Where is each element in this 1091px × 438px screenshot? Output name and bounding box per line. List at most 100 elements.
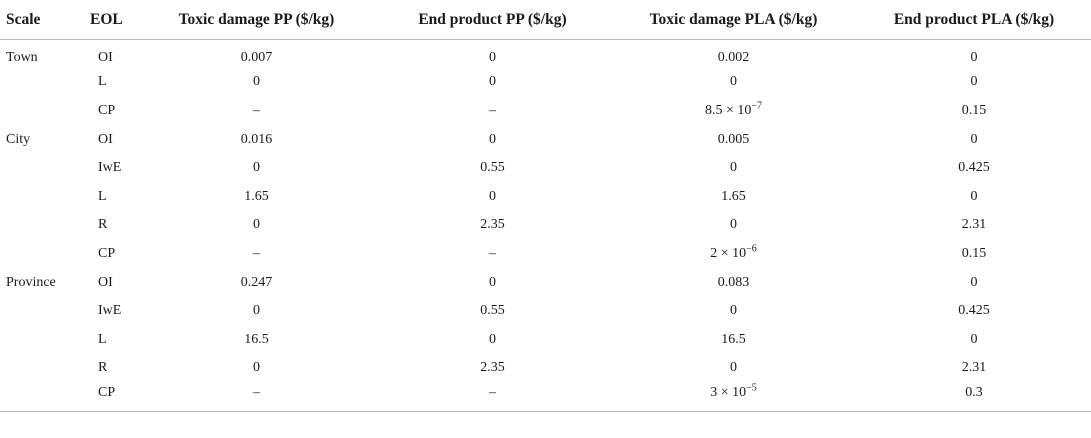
table-row: City OI 0.016 0 0.005 0	[0, 125, 1091, 154]
cell-end-product-pla: 0.425	[958, 160, 990, 176]
table-header: Scale EOL Toxic damage PP ($/kg) End pro…	[0, 0, 1091, 40]
cell-end-product-pp: 0	[489, 131, 496, 147]
table-row: CP – – 3 × 10−5 0.3	[0, 383, 1091, 412]
cell-toxic-damage-pla: 1.65	[721, 188, 746, 204]
header-scale: Scale	[0, 0, 88, 40]
cell-eol: OI	[98, 274, 113, 290]
table-row: R 0 2.35 0 2.31	[0, 354, 1091, 383]
cell-eol: L	[98, 331, 107, 347]
cell-end-product-pla: 0.15	[961, 245, 987, 261]
cell-end-product-pla: 0	[970, 131, 978, 147]
table-row: Town OI 0.007 0 0.002 0	[0, 40, 1091, 69]
sci-exponent: −6	[746, 243, 757, 255]
table-row: IwE 0 0.55 0 0.425	[0, 154, 1091, 183]
cell-end-product-pp: 2.35	[480, 217, 505, 233]
cell-end-product-pla: 0	[970, 74, 978, 90]
header-eol: EOL	[88, 0, 138, 40]
table-row: CP – – 2 × 10−6 0.15	[0, 240, 1091, 269]
cell-end-product-pla: 0	[970, 49, 978, 65]
cell-end-product-pla: 0	[970, 331, 978, 347]
cell-toxic-damage-pp: 0	[253, 360, 260, 376]
cell-end-product-pla: 0.425	[958, 303, 990, 319]
cell-toxic-damage-pla: 2 × 10−6	[610, 240, 857, 269]
cell-scale	[0, 68, 88, 97]
cell-end-product-pp: 0	[489, 74, 496, 90]
cell-scale	[0, 182, 88, 211]
cell-scale	[0, 354, 88, 383]
header-row: Scale EOL Toxic damage PP ($/kg) End pro…	[0, 0, 1091, 40]
cell-eol: R	[98, 217, 108, 233]
cell-toxic-damage-pp: –	[253, 102, 260, 118]
cell-scale	[0, 325, 88, 354]
cell-end-product-pla: 0	[970, 188, 978, 204]
cell-toxic-damage-pp: 0	[253, 303, 260, 319]
cell-toxic-damage-pp: 0	[253, 160, 260, 176]
cell-toxic-damage-pla: 0	[730, 160, 737, 176]
cell-toxic-damage-pp: 0.016	[240, 131, 273, 147]
table-row: L 0 0 0 0	[0, 68, 1091, 97]
cell-toxic-damage-pp: 0.007	[240, 49, 273, 65]
cell-scale	[0, 383, 88, 412]
cell-toxic-damage-pla: 0.005	[717, 131, 750, 147]
cell-end-product-pla: 0	[970, 274, 978, 290]
table-row: L 1.65 0 1.65 0	[0, 182, 1091, 211]
sci-base: 2 × 10	[710, 245, 747, 261]
header-end-product-pla: End product PLA ($/kg)	[857, 0, 1091, 40]
cell-eol: IwE	[98, 160, 122, 176]
cell-end-product-pp: –	[489, 102, 496, 118]
cell-toxic-damage-pla: 3 × 10−5	[610, 383, 857, 412]
cell-end-product-pp: 0	[489, 331, 496, 347]
sci-exponent: −7	[751, 100, 763, 112]
cell-end-product-pla: 0.3	[965, 384, 983, 400]
cell-toxic-damage-pp: –	[253, 384, 260, 400]
cell-scale: Province	[6, 274, 56, 290]
cell-scale	[0, 240, 88, 269]
cell-eol: CP	[98, 102, 116, 118]
cell-eol: L	[98, 74, 107, 90]
header-toxic-damage-pla: Toxic damage PLA ($/kg)	[610, 0, 857, 40]
cell-toxic-damage-pla: 0	[730, 74, 737, 90]
cell-eol: CP	[98, 245, 116, 261]
sci-base: 3 × 10	[710, 384, 747, 400]
cell-eol: R	[98, 360, 108, 376]
table-row: IwE 0 0.55 0 0.425	[0, 297, 1091, 326]
table-body: Town OI 0.007 0 0.002 0 L 0 0 0 0 CP – – 8.5 × 10−7 0.1…	[0, 40, 1091, 412]
cell-toxic-damage-pla: 8.5 × 10−7	[610, 97, 857, 126]
cell-toxic-damage-pla: 0	[730, 217, 737, 233]
cell-toxic-damage-pla: 16.5	[721, 331, 746, 347]
cell-end-product-pp: –	[489, 384, 496, 400]
table-row: R 0 2.35 0 2.31	[0, 211, 1091, 240]
cell-end-product-pp: 0.55	[480, 160, 505, 176]
cell-scale	[0, 297, 88, 326]
cell-scale	[0, 154, 88, 183]
cell-eol: OI	[98, 131, 113, 147]
table-row: Province OI 0.247 0 0.083 0	[0, 268, 1091, 297]
cell-eol: IwE	[98, 303, 122, 319]
cell-toxic-damage-pp: 16.5	[244, 331, 269, 347]
data-table: Scale EOL Toxic damage PP ($/kg) End pro…	[0, 0, 1091, 412]
cell-scale	[0, 211, 88, 240]
sci-exponent: −5	[746, 382, 757, 394]
cell-end-product-pp: 0	[489, 188, 496, 204]
cell-toxic-damage-pla: 0.083	[717, 274, 750, 290]
header-end-product-pp: End product PP ($/kg)	[375, 0, 610, 40]
cell-scale: Town	[6, 49, 38, 65]
cell-toxic-damage-pla: 0.002	[717, 49, 750, 65]
cell-eol: OI	[98, 49, 113, 65]
cell-toxic-damage-pla: 0	[730, 360, 737, 376]
cell-toxic-damage-pp: –	[253, 245, 260, 261]
cell-end-product-pla: 2.31	[961, 360, 987, 376]
table-row: L 16.5 0 16.5 0	[0, 325, 1091, 354]
cell-scale	[0, 97, 88, 126]
header-toxic-damage-pp: Toxic damage PP ($/kg)	[138, 0, 375, 40]
cell-toxic-damage-pp: 0.247	[240, 274, 273, 290]
cell-end-product-pla: 0.15	[961, 102, 987, 118]
sci-base: 8.5 × 10	[704, 102, 752, 118]
cell-toxic-damage-pla: 0	[730, 303, 737, 319]
cell-end-product-pp: 0.55	[480, 303, 505, 319]
cell-eol: L	[98, 188, 107, 204]
cell-toxic-damage-pp: 1.65	[244, 188, 269, 204]
cell-end-product-pla: 2.31	[961, 217, 987, 233]
cell-end-product-pp: 0	[489, 49, 496, 65]
cell-end-product-pp: 2.35	[480, 360, 505, 376]
